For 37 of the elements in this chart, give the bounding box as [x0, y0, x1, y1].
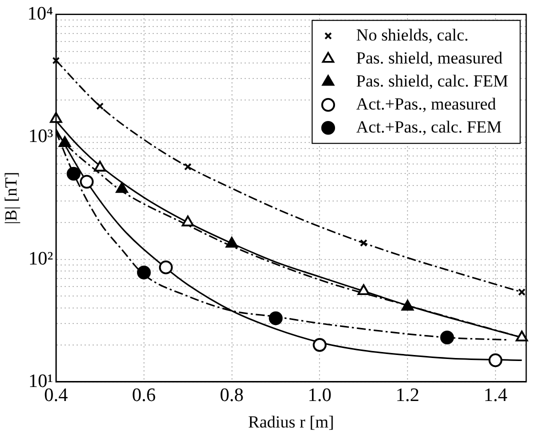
x-tick-label: 0.8	[220, 385, 244, 406]
x-tick-label: 0.6	[132, 385, 156, 406]
point	[488, 353, 502, 368]
point	[226, 236, 238, 248]
point	[137, 266, 151, 280]
legend-label: Pas. shield, measured	[356, 48, 504, 68]
y-tick-label: 10³	[28, 126, 54, 147]
point	[516, 330, 528, 342]
point	[312, 338, 327, 352]
y-tick-label: 10²	[28, 248, 54, 270]
legend-label: No shields, calc.	[356, 25, 469, 44]
point	[58, 136, 71, 147]
point	[66, 166, 80, 181]
point	[401, 300, 414, 311]
point	[268, 311, 283, 326]
y-tick-label: 10⁴	[27, 3, 54, 24]
x-tick-label: 1.4	[484, 385, 508, 406]
point	[96, 102, 104, 110]
x-axis-title: Radius r [m]	[248, 412, 334, 432]
point	[80, 174, 94, 189]
legend-label: Act.+Pas., measured	[356, 94, 497, 114]
legend-label: Act.+Pas., calc. FEM	[356, 117, 502, 136]
legend-label: Pas. shield, calc. FEM	[356, 71, 508, 90]
point	[50, 112, 62, 123]
point	[184, 163, 192, 170]
point	[158, 260, 173, 274]
point	[94, 160, 106, 172]
point	[440, 330, 454, 344]
point	[518, 288, 526, 296]
x-tick-label: 1.2	[396, 385, 420, 406]
point	[182, 216, 194, 226]
x-tick-label: 1.0	[308, 385, 332, 406]
point	[358, 284, 370, 296]
point	[52, 56, 60, 64]
point	[360, 239, 368, 247]
point	[116, 182, 128, 193]
y-axis-title: |B| [nT]	[2, 172, 21, 224]
